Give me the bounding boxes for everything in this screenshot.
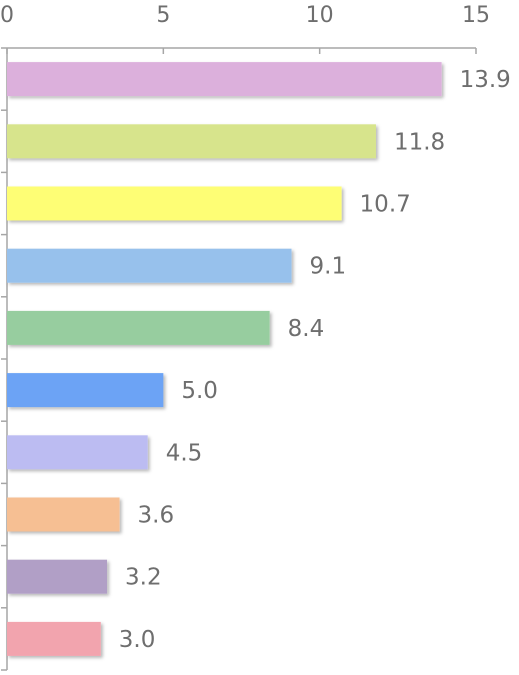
data-label: 13.9: [460, 67, 511, 93]
bar: [7, 310, 270, 345]
data-label: 5.0: [181, 378, 218, 404]
data-label: 3.6: [138, 503, 175, 529]
bar: [7, 186, 342, 221]
data-label: 10.7: [360, 192, 411, 218]
bar: [7, 62, 442, 97]
x-tick-label: 0: [0, 3, 14, 28]
data-label: 3.2: [125, 565, 162, 591]
data-label: 3.0: [119, 627, 156, 653]
bar: [7, 497, 120, 532]
x-tick-label: 15: [462, 3, 490, 28]
bar: [7, 435, 148, 470]
data-labels: 13.9 11.8 10.7 9.1 8.4 5.0 4.5 3.6 3.2 3.0: [119, 67, 511, 653]
x-tick-label: 10: [306, 3, 334, 28]
x-tick-label: 5: [156, 3, 170, 28]
data-label: 9.1: [310, 254, 347, 280]
bar: [7, 373, 164, 408]
bar: [7, 248, 292, 283]
bar: [7, 124, 376, 159]
bar: [7, 621, 101, 656]
data-label: 11.8: [394, 129, 445, 155]
bars: [7, 62, 442, 656]
bar: [7, 559, 108, 594]
data-label: 8.4: [288, 316, 325, 342]
data-label: 4.5: [166, 440, 203, 466]
